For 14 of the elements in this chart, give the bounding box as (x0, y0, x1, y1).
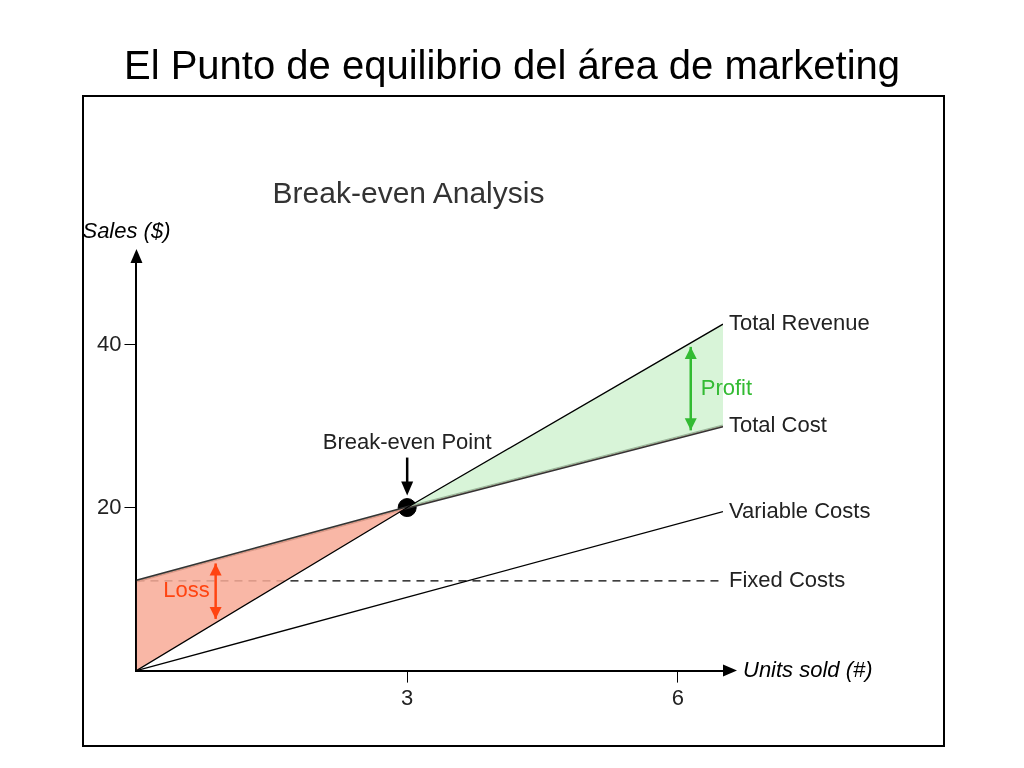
x-tick-label: 6 (671, 684, 685, 710)
series-label: Fixed Costs (729, 566, 846, 592)
x-axis-title: Units sold (#) (743, 656, 873, 682)
y-tick-label: 20 (96, 493, 122, 519)
annotation: Loss (163, 577, 210, 603)
series-label: Variable Costs (729, 497, 871, 523)
annotation: Profit (700, 374, 753, 400)
series-label: Total Cost (729, 412, 827, 438)
y-tick-label: 40 (96, 330, 122, 356)
chart-subtitle: Break-even Analysis (272, 176, 545, 210)
annotation: Break-even Point (322, 428, 492, 454)
chart-title: El Punto de equilibrio del área de marketing (122, 42, 901, 89)
x-tick-label: 3 (401, 684, 414, 710)
series-label: Total Revenue (729, 310, 870, 336)
